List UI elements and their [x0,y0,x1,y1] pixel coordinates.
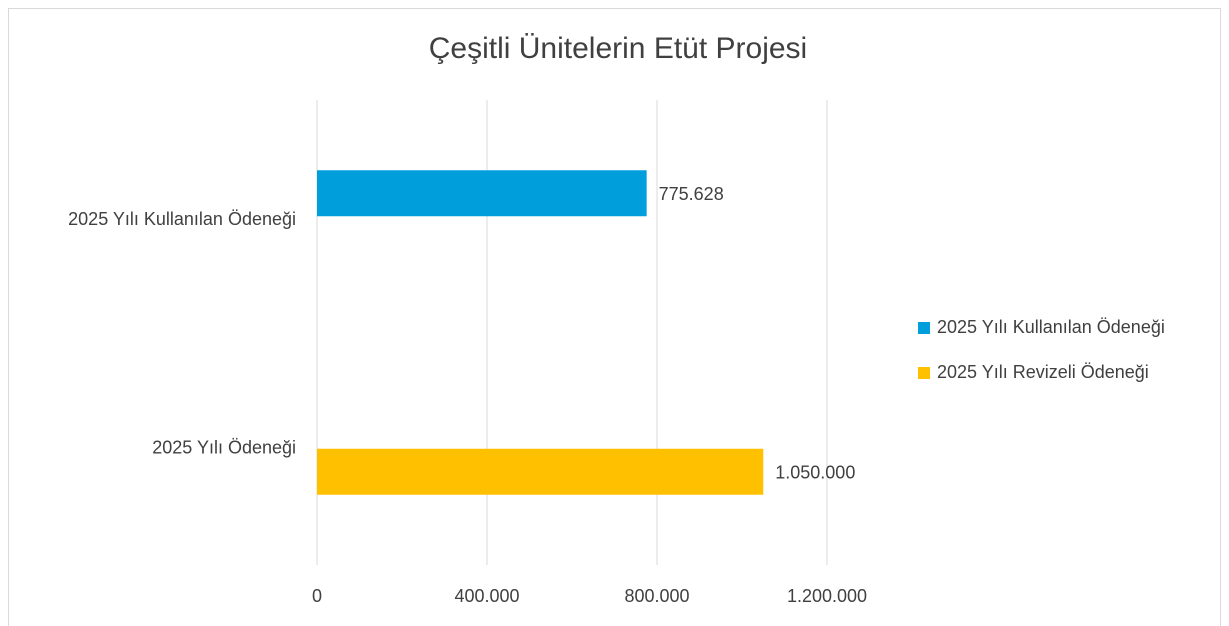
data-label: 1.050.000 [775,463,855,483]
x-tick-label: 0 [312,586,322,606]
bar [317,170,647,217]
x-tick-label: 800.000 [624,586,689,606]
legend-swatch [918,367,930,379]
legend-label: 2025 Yılı Kullanılan Ödeneği [937,317,1165,337]
x-tick-label: 400.000 [454,586,519,606]
legend-swatch [918,322,930,334]
x-tick-label: 1.200.000 [787,586,867,606]
y-tick-label: 2025 Yılı Ödeneği [152,438,296,458]
legend-label: 2025 Yılı Revizeli Ödeneği [937,362,1149,382]
bar [317,448,764,495]
data-label: 775.628 [659,184,724,204]
chart-title: Çeşitli Ünitelerin Etüt Projesi [429,32,807,65]
chart-border [8,8,1221,626]
y-tick-label: 2025 Yılı Kullanılan Ödeneği [68,209,296,229]
